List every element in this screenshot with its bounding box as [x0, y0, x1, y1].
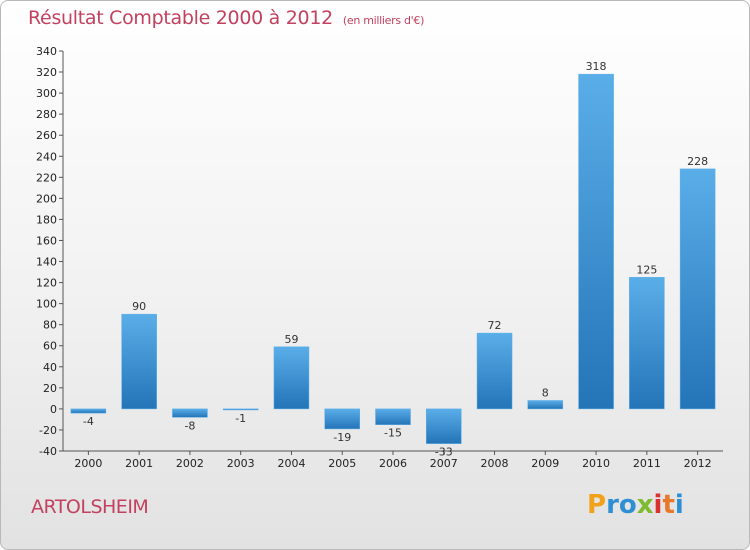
bar [679, 168, 716, 410]
y-tick-label: 0 [50, 403, 57, 416]
data-label: -19 [333, 431, 351, 444]
x-tick-label: 2001 [125, 457, 153, 470]
data-label: -1 [235, 412, 246, 425]
y-tick-label: 120 [36, 277, 57, 290]
axes: -40 -20 0 20 40 60 80 100 120 140 160 180 200 220 240 2… [36, 45, 723, 470]
bars [70, 73, 716, 444]
logo-letter: x [636, 490, 654, 520]
data-label: 125 [636, 263, 657, 276]
y-tick-label: 140 [36, 256, 57, 269]
x-tick-label: 2004 [277, 457, 305, 470]
x-tick-label: 2012 [684, 457, 712, 470]
data-label: -15 [384, 427, 402, 440]
data-labels: -4 90 -8 -1 59 -19 -15 -33 72 8 318 125 228 [83, 60, 708, 458]
bar [324, 408, 360, 430]
y-tick-label: 180 [36, 213, 57, 226]
y-tick-label: 320 [36, 66, 57, 79]
bar [70, 408, 107, 414]
y-tick-label: -40 [39, 445, 57, 458]
x-tick-label: 2007 [430, 457, 458, 470]
chart-unit: (en milliers d'€) [342, 14, 425, 27]
y-tick-label: -20 [39, 424, 57, 437]
data-label: -4 [83, 415, 94, 428]
proxiti-logo: Proxiti [587, 490, 684, 520]
y-tick-label: 300 [36, 87, 57, 100]
bar [121, 313, 157, 410]
logo-letter: o [618, 490, 637, 520]
x-tick-label: 2006 [379, 457, 407, 470]
data-label: 72 [488, 319, 502, 332]
x-tick-label: 2008 [481, 457, 509, 470]
chart-title-text: Résultat Comptable 2000 à 2012 [28, 7, 333, 29]
y-tick-label: 40 [43, 361, 57, 374]
y-tick-label: 240 [36, 150, 57, 163]
bar [375, 408, 411, 425]
y-tick-label: 60 [43, 340, 57, 353]
bar [172, 408, 208, 418]
commune-name: ARTOLSHEIM [31, 496, 149, 518]
x-tick-label: 2003 [227, 457, 255, 470]
data-label: -8 [184, 419, 195, 432]
data-label: 59 [284, 333, 298, 346]
chart-title: Résultat Comptable 2000 à 2012 (en millie… [28, 7, 424, 29]
x-tick-label: 2000 [74, 457, 102, 470]
data-label: 90 [132, 300, 146, 313]
bar [578, 73, 614, 410]
x-tick-label: 2002 [176, 457, 204, 470]
x-tick-label: 2005 [328, 457, 356, 470]
data-label: 8 [542, 386, 549, 399]
data-label: 228 [687, 155, 708, 168]
logo-letter: i [674, 490, 684, 520]
x-tick-label: 2009 [531, 457, 559, 470]
bar [629, 277, 665, 410]
y-tick-label: 200 [36, 192, 57, 205]
bar [476, 332, 513, 410]
y-tick-label: 20 [43, 382, 57, 395]
x-tick-label: 2010 [582, 457, 610, 470]
logo-letter: r [606, 490, 619, 520]
bar [426, 408, 462, 444]
y-tick-label: 280 [36, 108, 57, 121]
y-tick-label: 100 [36, 298, 57, 311]
bar [222, 408, 259, 411]
logo-letter: P [587, 490, 607, 520]
y-tick-label: 260 [36, 129, 57, 142]
bar [527, 400, 564, 410]
x-tick-label: 2011 [633, 457, 661, 470]
logo-letter: i [653, 490, 663, 520]
y-tick-label: 340 [36, 45, 57, 58]
data-label: -33 [435, 446, 453, 459]
y-tick-label: 160 [36, 234, 57, 247]
data-label: 318 [586, 60, 607, 73]
bar [273, 346, 310, 410]
y-tick-label: 80 [43, 319, 57, 332]
logo-letter: t [662, 490, 675, 520]
y-tick-label: 220 [36, 171, 57, 184]
